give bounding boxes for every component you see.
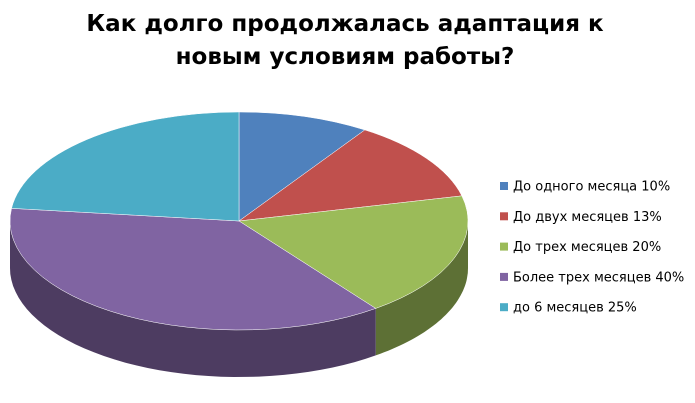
tops (9, 111, 469, 331)
slice-side (375, 221, 468, 356)
legend-swatch (500, 272, 508, 281)
legend-label: Более трех месяцев 40% (513, 270, 684, 285)
slice (238, 195, 469, 309)
slice (9, 208, 377, 331)
legend-label: До одного месяца 10% (513, 180, 670, 195)
slice-side (10, 221, 376, 377)
slice (238, 129, 463, 222)
legend-swatch (500, 242, 508, 251)
chart-title: Как долго продолжалась адаптация к новым… (86, 11, 604, 70)
legend-swatch (500, 182, 508, 190)
sides (10, 221, 468, 377)
legend-swatch (500, 303, 508, 312)
slice (11, 111, 240, 222)
legend-label: До трех месяцев 20% (513, 240, 661, 255)
legend-swatch (500, 212, 508, 221)
legend-label: до 6 месяцев 25% (513, 301, 637, 316)
legend-label: До двух месяцев 13% (513, 210, 662, 225)
slice (238, 111, 366, 222)
